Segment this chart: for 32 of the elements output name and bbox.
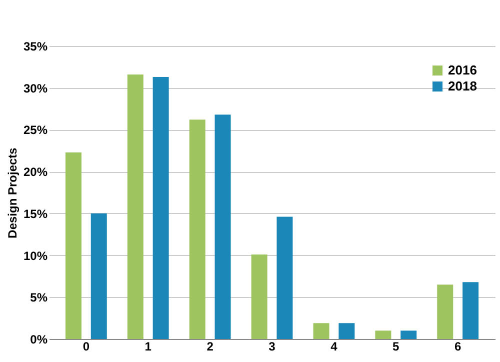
bar xyxy=(375,330,392,339)
y-tick-label: 30% xyxy=(23,81,48,96)
x-tick-label: 6 xyxy=(454,340,462,354)
y-tick-label: 20% xyxy=(23,165,48,180)
x-tick-label: 5 xyxy=(392,340,400,354)
bar xyxy=(189,120,206,339)
x-tick-label: 1 xyxy=(144,340,152,354)
x-tick-label: 0 xyxy=(82,340,90,354)
y-tick-label: 0% xyxy=(30,332,48,346)
bar xyxy=(313,323,330,339)
bar xyxy=(462,282,479,339)
bar xyxy=(437,284,454,339)
y-tick-label: 35% xyxy=(23,40,48,54)
y-tick-label: 5% xyxy=(30,290,48,305)
x-tick-label: 2 xyxy=(206,340,214,354)
bar xyxy=(276,216,293,339)
x-tick-label: 3 xyxy=(268,340,276,354)
y-tick-label: 10% xyxy=(23,248,48,263)
bar xyxy=(152,76,169,339)
bar xyxy=(127,74,144,339)
y-tick-label: 25% xyxy=(23,123,48,138)
legend-label: 2018 xyxy=(448,78,477,94)
bar xyxy=(251,254,268,339)
bar xyxy=(90,213,107,339)
y-axis-title: Design Projects xyxy=(5,147,20,238)
y-tick-label: 15% xyxy=(23,206,48,221)
bar xyxy=(338,323,355,339)
bar xyxy=(65,152,82,339)
legend-label: 2016 xyxy=(448,62,477,78)
x-tick-label: 4 xyxy=(330,340,338,354)
bar xyxy=(400,330,417,339)
bar xyxy=(214,114,231,339)
